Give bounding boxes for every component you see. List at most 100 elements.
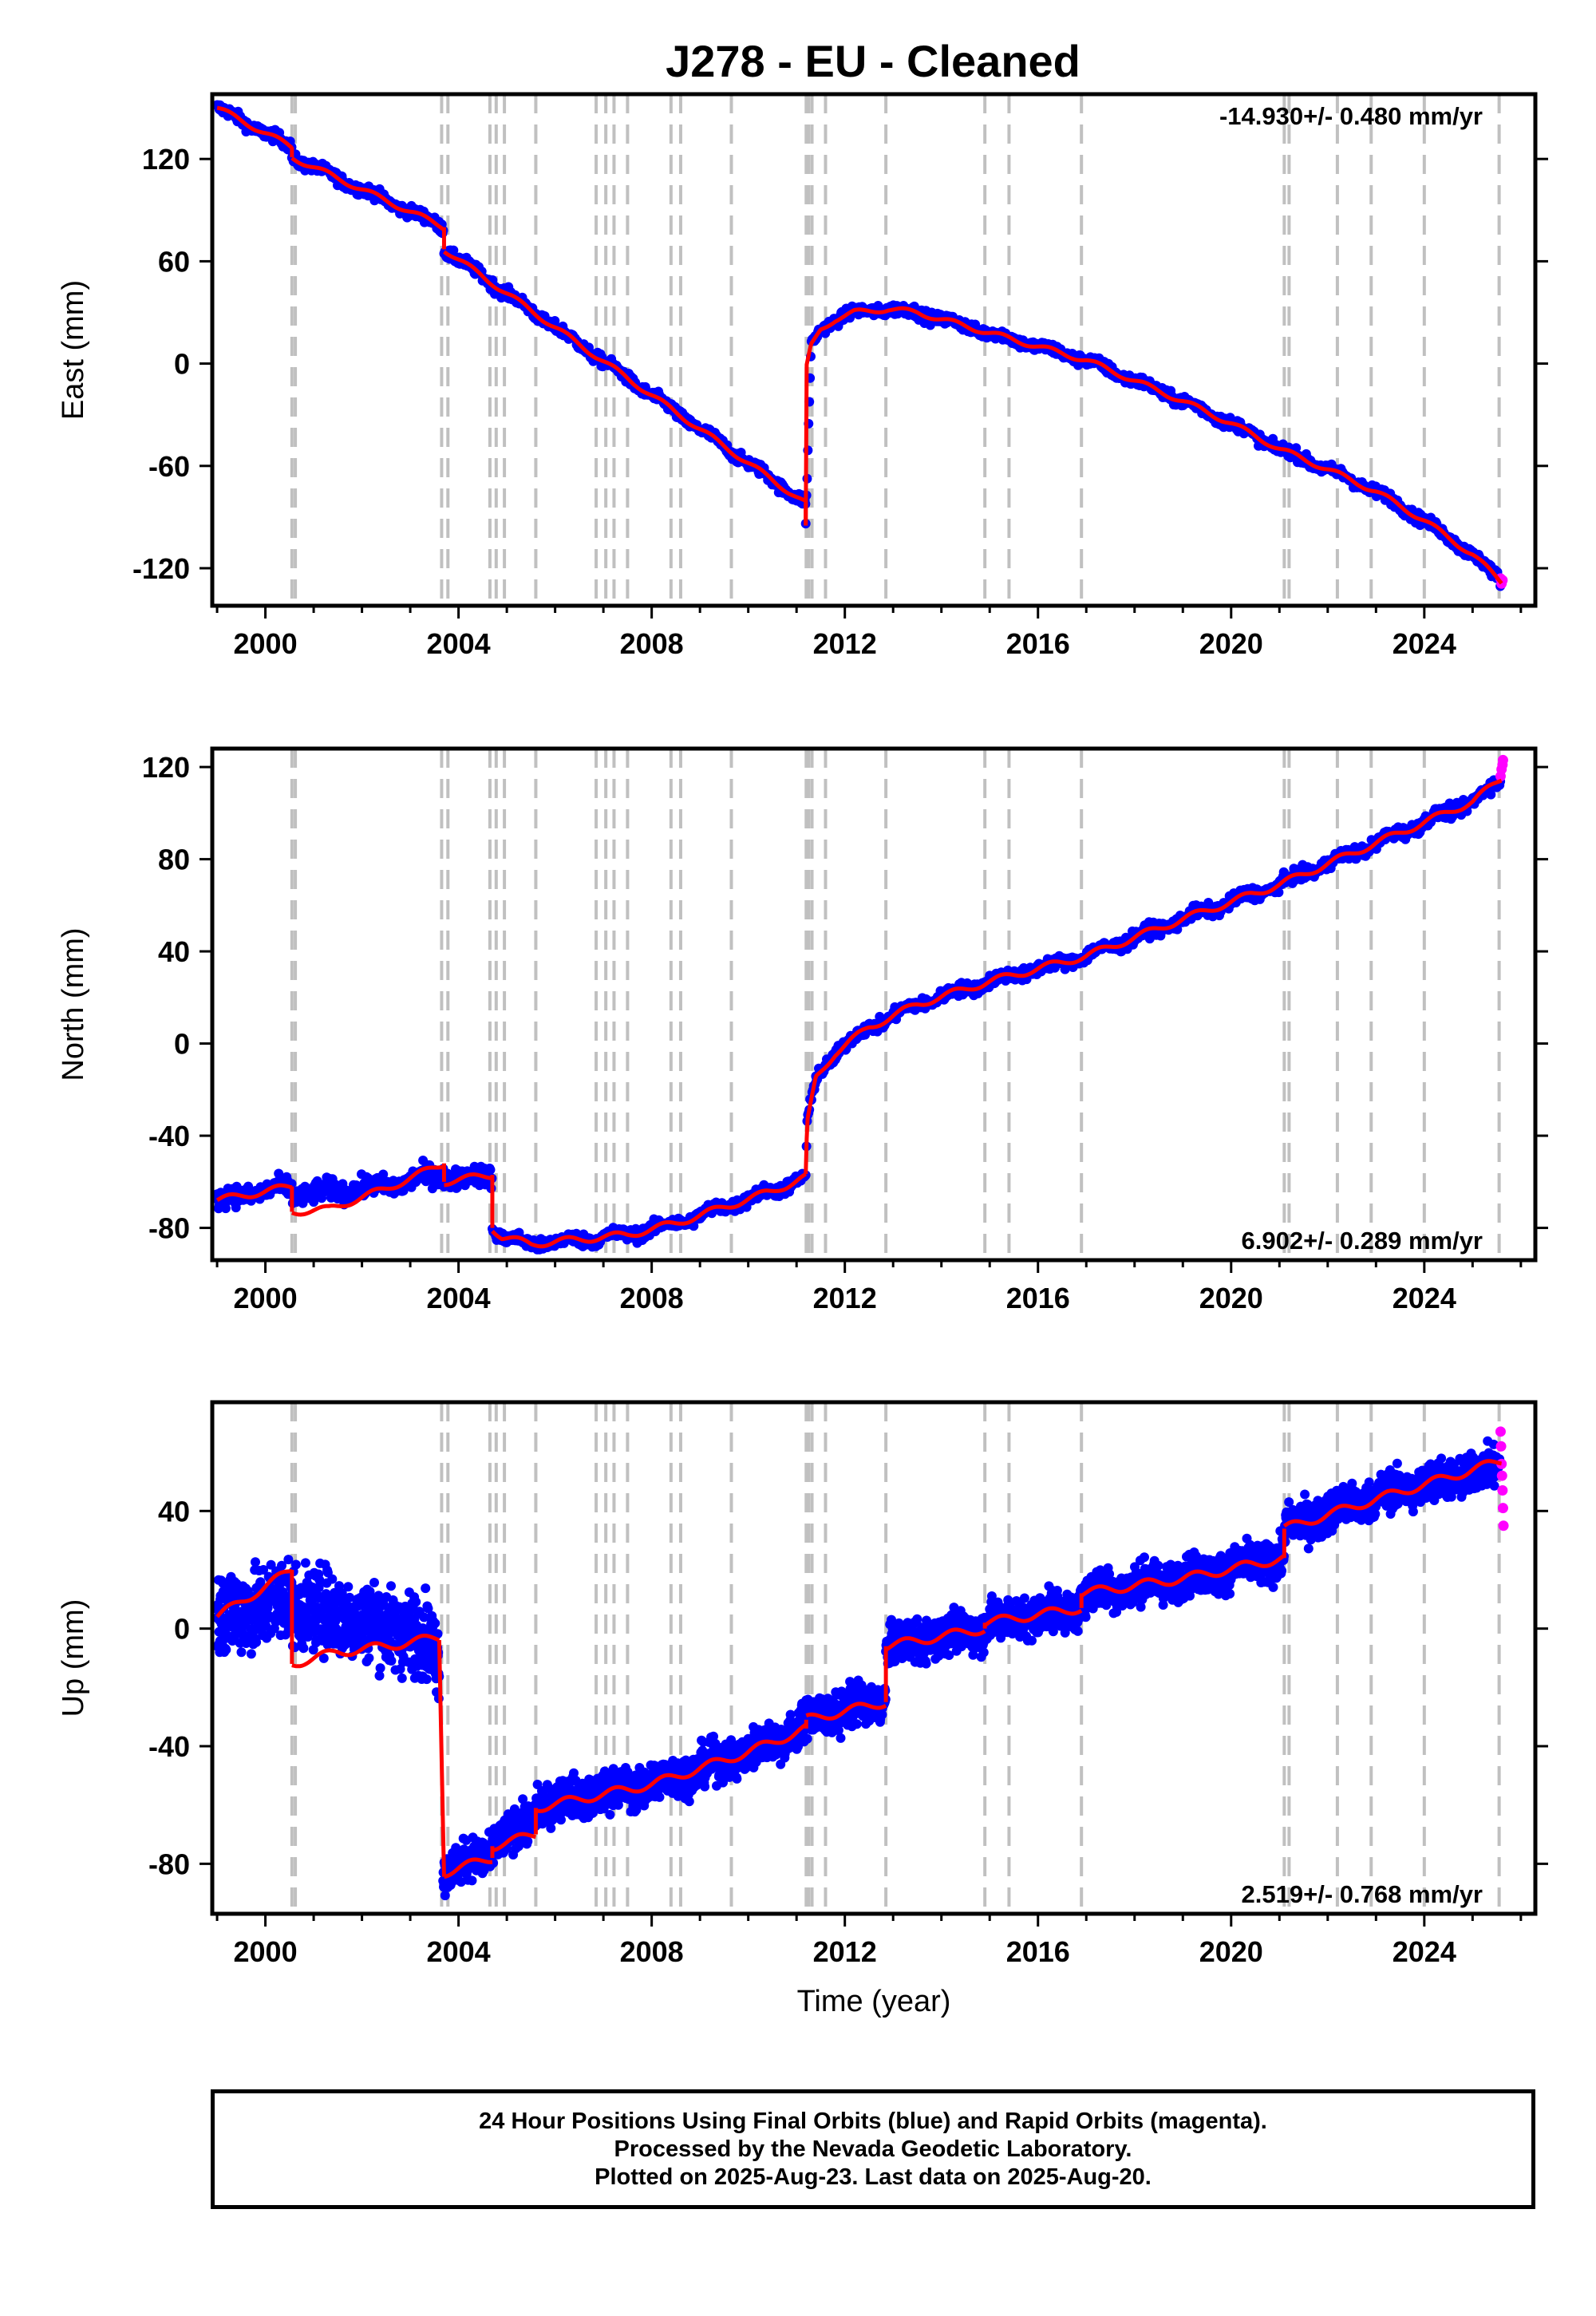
east-y-axis-label: East (mm) [57,280,90,420]
up-point [364,1653,374,1663]
up-point [343,1582,354,1592]
east-x-tick-label: 2020 [1199,627,1263,660]
east-model-line [215,105,294,150]
panels: 2000 2004 2008 2012 2016 2020 2024 -120 -60 0 60 12… [57,92,1548,2018]
up-point [397,1673,407,1683]
up-point [243,1586,253,1596]
east-x-tick-label: 2012 [813,627,877,660]
east-x-tick-label: 2008 [620,627,684,660]
up-point [251,1557,260,1567]
panel-up: 2000 2004 2008 2012 2016 2020 2024-80-40040Up … [57,1400,1548,2018]
up-point [314,1575,325,1585]
north-y-tick-label: 0 [174,1028,190,1061]
north-y-tick-label: 120 [142,751,190,784]
up-point [308,1645,318,1655]
north-frame [210,746,1538,1263]
north-x-tick-label: 2024 [1393,1282,1456,1314]
north-y-tick-label: -80 [148,1212,190,1245]
north-event-lines [290,749,1501,1260]
east-y-tick-label: 0 [174,348,190,381]
east-y-tick-label: 120 [142,143,190,176]
up-point [440,1891,450,1901]
up-point [259,1565,269,1575]
up-point [314,1583,324,1593]
east-final-points [212,100,1506,591]
north-model-line [290,1164,445,1217]
up-point [430,1618,440,1628]
up-point [374,1670,385,1681]
north-rapid-point [1497,754,1508,765]
east-rate-label: -14.930+/- 0.480 mm/yr [1219,102,1483,130]
up-point [337,1587,347,1598]
east-model-line [290,156,445,231]
up-point [290,1559,301,1570]
panel-east: 2000 2004 2008 2012 2016 2020 2024 -120 -60 0 60 12… [57,92,1548,660]
figure-title: J278 - EU - Cleaned [666,36,1080,86]
up-point [411,1597,421,1607]
up-point [386,1581,396,1591]
east-x-tick-label: 2000 [234,627,298,660]
up-point [255,1577,266,1587]
east-y-tick-label: -60 [148,450,190,483]
up-point [546,1823,556,1833]
up-point [277,1560,286,1571]
up-point [318,1653,329,1663]
north-x-tick-label: 2012 [813,1282,877,1314]
north-point [378,1169,389,1180]
up-point [421,1583,431,1594]
north-point [1274,887,1284,898]
up-point [300,1558,310,1568]
north-y-tick-label: -40 [148,1120,190,1152]
north-rate-label: 6.902+/- 0.289 mm/yr [1242,1227,1483,1255]
up-point [251,1637,262,1647]
north-point [220,1203,231,1214]
north-y-axis-label: North (mm) [57,927,90,1081]
north-model-line [804,778,1503,1175]
north-rapid-points [1495,754,1508,782]
up-point [421,1674,432,1685]
up-final-points [212,1436,1506,1901]
up-point [467,1875,477,1886]
north-x-tick-label: 2004 [427,1282,491,1314]
up-point [283,1555,294,1565]
east-event-lines [290,94,1501,606]
north-point [1486,789,1496,800]
east-frame [210,92,1538,608]
up-point [345,1592,355,1603]
up-point [523,1836,533,1847]
up-point [236,1647,247,1658]
up-point [386,1656,397,1666]
north-model-line [443,1172,494,1188]
north-model-line [491,1172,808,1249]
north-x-tick-label: 2008 [620,1282,684,1314]
east-x-tick-label: 2024 [1393,627,1456,660]
up-point [298,1643,309,1654]
east-point [550,316,560,326]
north-model-line [215,1183,294,1203]
east-y-tick-label: -120 [132,552,190,585]
north-y-tick-label: 40 [158,935,190,968]
up-point [246,1649,256,1659]
up-point [221,1645,231,1655]
east-x-tick-label: 2004 [427,627,491,660]
up-point [327,1574,338,1584]
east-model-line [804,306,1503,585]
east-model-line [443,250,807,503]
up-point [423,1603,433,1614]
north-y-tick-label: 80 [158,844,190,876]
up-point [375,1663,385,1674]
north-x-tick-label: 2020 [1199,1282,1263,1314]
up-point [263,1603,273,1613]
east-y-tick-label: 60 [158,245,190,278]
panel-north: 2000 2004 2008 2012 2016 2020 2024 -80 -40 0 40 80 1… [57,746,1548,1314]
east-model [215,105,1503,585]
north-point [485,1164,496,1175]
up-point [433,1629,443,1639]
up-point [369,1578,379,1587]
north-x-tick-label: 2016 [1006,1282,1070,1314]
north-x-tick-label: 2000 [234,1282,298,1314]
up-point [261,1621,271,1631]
north-model [215,778,1503,1249]
east-x-tick-label: 2016 [1006,627,1070,660]
